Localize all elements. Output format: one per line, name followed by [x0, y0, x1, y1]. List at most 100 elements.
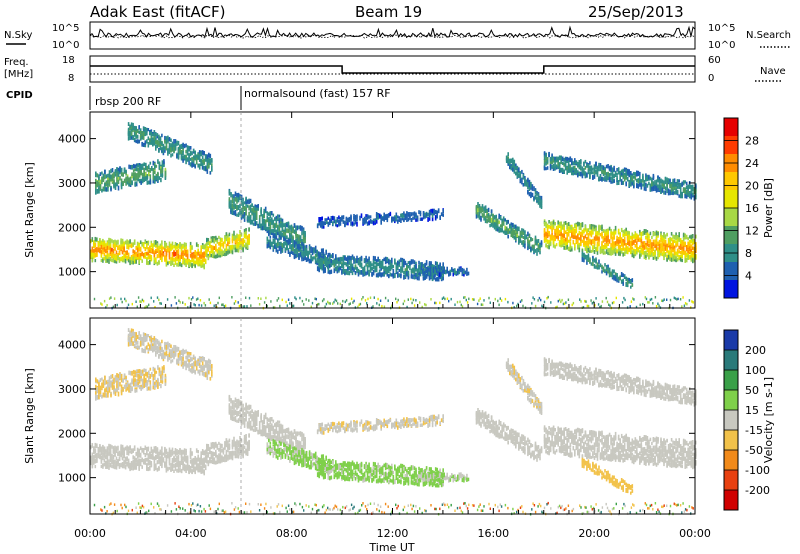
power-cell — [338, 257, 340, 262]
power-cell — [109, 247, 112, 251]
power-cell — [397, 263, 399, 267]
power-cell — [642, 231, 644, 236]
power-cell — [675, 240, 677, 244]
power-cell — [640, 251, 643, 257]
power-cell — [263, 225, 265, 230]
power-cell — [687, 186, 689, 191]
power-cell — [198, 165, 201, 170]
power-cell — [566, 166, 568, 170]
power-cell — [642, 241, 644, 245]
power-cell — [216, 249, 219, 254]
power-cell — [673, 245, 676, 251]
power-cell — [499, 227, 502, 233]
power-cell — [269, 235, 272, 239]
power-cell — [593, 244, 596, 250]
power-cell — [103, 240, 106, 246]
power-cell — [200, 151, 202, 157]
power-cell — [368, 262, 370, 268]
power-cell — [658, 184, 661, 189]
power-cell — [578, 230, 581, 236]
power-cell — [274, 217, 276, 221]
power-cell — [628, 171, 630, 175]
power-cell — [299, 225, 302, 230]
power-cell — [604, 167, 606, 172]
power-cell — [374, 256, 376, 261]
power-cell — [651, 242, 653, 246]
power-cell — [673, 186, 676, 191]
power-cell — [616, 168, 618, 172]
power-cell — [310, 246, 312, 251]
power-cell — [688, 247, 691, 251]
power-cell — [534, 189, 537, 195]
power-cell — [693, 255, 696, 260]
power-cell — [415, 265, 417, 269]
power-cell — [692, 258, 694, 264]
power-cell — [132, 253, 134, 257]
power-cell — [200, 161, 202, 167]
power-cell — [284, 233, 287, 237]
power-cell — [631, 232, 634, 236]
power-cell — [176, 262, 178, 267]
power-cell — [185, 242, 187, 247]
power-cell — [237, 197, 240, 203]
power-cell — [162, 145, 165, 149]
power-cell — [117, 245, 119, 250]
power-cell — [230, 205, 232, 211]
power-cell — [590, 231, 593, 235]
power-cell — [651, 245, 653, 249]
power-cell — [571, 167, 573, 172]
power-cell — [610, 166, 612, 171]
power-cell — [135, 257, 137, 262]
power-cell — [695, 245, 697, 250]
power-cell — [571, 248, 573, 252]
power-cell — [607, 238, 609, 243]
power-cell — [356, 267, 358, 271]
power-cell — [605, 232, 608, 236]
power-cell — [507, 230, 509, 234]
power-cell — [201, 264, 204, 268]
power-cell — [577, 222, 579, 227]
power-cell — [661, 242, 664, 247]
power-cell — [156, 133, 159, 137]
power-cell — [287, 228, 290, 234]
power-cell — [153, 142, 156, 146]
power-cell — [607, 232, 609, 238]
power-cell — [555, 158, 558, 163]
power-cell — [507, 219, 509, 224]
power-cell — [563, 245, 565, 250]
power-cell — [126, 179, 129, 184]
power-cell — [681, 181, 683, 186]
power-cell — [587, 247, 590, 253]
power-cell — [359, 263, 361, 268]
power-cell — [168, 138, 171, 142]
power-cell — [145, 175, 147, 180]
power-cell — [206, 165, 209, 170]
power-cell — [133, 129, 136, 134]
power-cell — [660, 249, 662, 253]
power-cell — [146, 251, 148, 256]
power-cell — [672, 258, 674, 262]
power-cell — [575, 160, 578, 164]
power-cell — [286, 228, 288, 233]
power-cell — [368, 269, 370, 274]
power-cell — [587, 233, 590, 238]
power-cell — [114, 246, 116, 251]
power-cell — [651, 235, 653, 239]
power-cell — [416, 276, 419, 281]
power-cell — [182, 147, 184, 153]
power-cell — [569, 241, 572, 245]
power-cell — [163, 160, 165, 165]
power-cell — [121, 240, 124, 244]
power-cell — [642, 250, 644, 254]
power-cell — [592, 171, 594, 175]
power-cell — [564, 230, 567, 234]
power-cell — [100, 244, 103, 250]
power-cell — [176, 250, 178, 256]
power-cell — [171, 254, 174, 259]
power-cell — [116, 172, 118, 176]
power-cell — [660, 235, 662, 240]
power-cell — [283, 223, 285, 227]
power-cell — [135, 176, 138, 181]
power-cell — [595, 166, 597, 170]
power-cell — [669, 178, 671, 184]
